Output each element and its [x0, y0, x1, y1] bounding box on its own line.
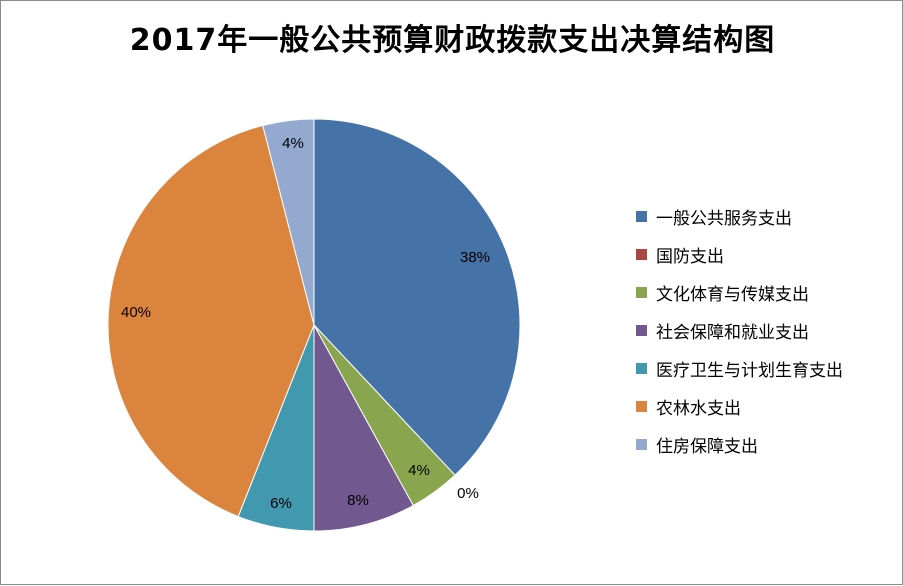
chart-legend: 一般公共服务支出 国防支出文化体育与传媒支出 社会保障和就业支出医疗卫生与计划生育支… [636, 197, 843, 463]
legend-swatch [636, 438, 647, 450]
data-label: 8% [347, 492, 369, 509]
data-label: 4% [408, 462, 430, 479]
legend-label: 文化体育与传媒支出 [656, 284, 809, 305]
legend-item: 社会保障和就业支出 [636, 311, 843, 349]
legend-swatch [636, 400, 647, 412]
legend-item: 住房保障支出 [636, 425, 843, 463]
legend-item: 农林水支出 [636, 387, 843, 425]
legend-label: 住房保障支出 [656, 436, 758, 457]
legend-label: 社会保障和就业支出 [656, 322, 809, 343]
data-label: 0% [457, 485, 479, 502]
legend-swatch [636, 362, 647, 374]
chart-title: 2017年一般公共预算财政拨款支出决算结构图 [129, 23, 776, 58]
legend-swatch [636, 286, 647, 298]
data-label: 6% [270, 495, 292, 512]
legend-label: 医疗卫生与计划生育支出 [656, 360, 843, 381]
legend-swatch [636, 324, 647, 336]
legend-swatch [636, 248, 647, 260]
legend-item: 国防支出 [636, 235, 843, 273]
legend-item: 医疗卫生与计划生育支出 [636, 349, 843, 387]
legend-label: 国防支出 [656, 246, 724, 267]
pie-slice [262, 118, 315, 326]
pie-slice [313, 324, 414, 532]
legend-item: 一般公共服务支出 [636, 197, 843, 235]
legend-label: 农林水支出 [656, 398, 741, 419]
data-label: 40% [121, 304, 151, 321]
data-label: 38% [460, 249, 490, 266]
legend-label: 一般公共服务支出 [656, 208, 792, 229]
legend-swatch [636, 210, 647, 222]
data-label: 4% [282, 135, 304, 152]
legend-item: 文化体育与传媒支出 [636, 273, 843, 311]
pie-slice [313, 118, 521, 476]
pie-slice [107, 124, 315, 518]
